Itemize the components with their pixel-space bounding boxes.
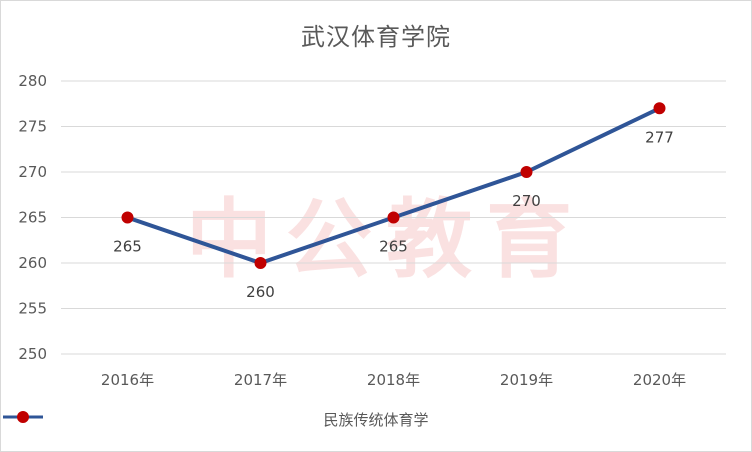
data-label: 265: [379, 238, 408, 256]
data-point: [653, 102, 666, 115]
legend-label: 民族传统体育学: [323, 411, 429, 429]
chart-title: 武汉体育学院: [301, 23, 451, 51]
x-tick-label: 2017年: [234, 371, 287, 389]
y-tick-label: 265: [18, 209, 47, 227]
watermark: 中公教育: [186, 190, 586, 290]
data-point: [387, 211, 400, 224]
x-tick-label: 2020年: [633, 371, 686, 389]
y-tick-label: 275: [18, 118, 47, 136]
x-tick-label: 2016年: [101, 371, 154, 389]
y-tick-label: 270: [18, 163, 47, 181]
data-point: [520, 166, 533, 178]
data-label: 260: [246, 283, 275, 301]
x-tick-label: 2019年: [500, 371, 553, 389]
data-label: 277: [645, 128, 674, 146]
data-point: [254, 257, 267, 269]
y-tick-label: 260: [18, 254, 47, 272]
data-label: 270: [512, 192, 541, 210]
y-tick-label: 280: [18, 72, 47, 90]
data-point: [121, 211, 134, 224]
data-label: 265: [113, 238, 142, 256]
legend: 民族传统体育学: [1, 409, 751, 430]
y-tick-label: 250: [18, 345, 47, 363]
y-tick-label: 255: [18, 300, 47, 318]
legend-swatch-icon: [3, 411, 43, 423]
line-chart: 250 255 260 265 270 275 280 2016年 2017年 2018年 2019…: [18, 72, 726, 389]
x-tick-label: 2018年: [367, 371, 420, 389]
